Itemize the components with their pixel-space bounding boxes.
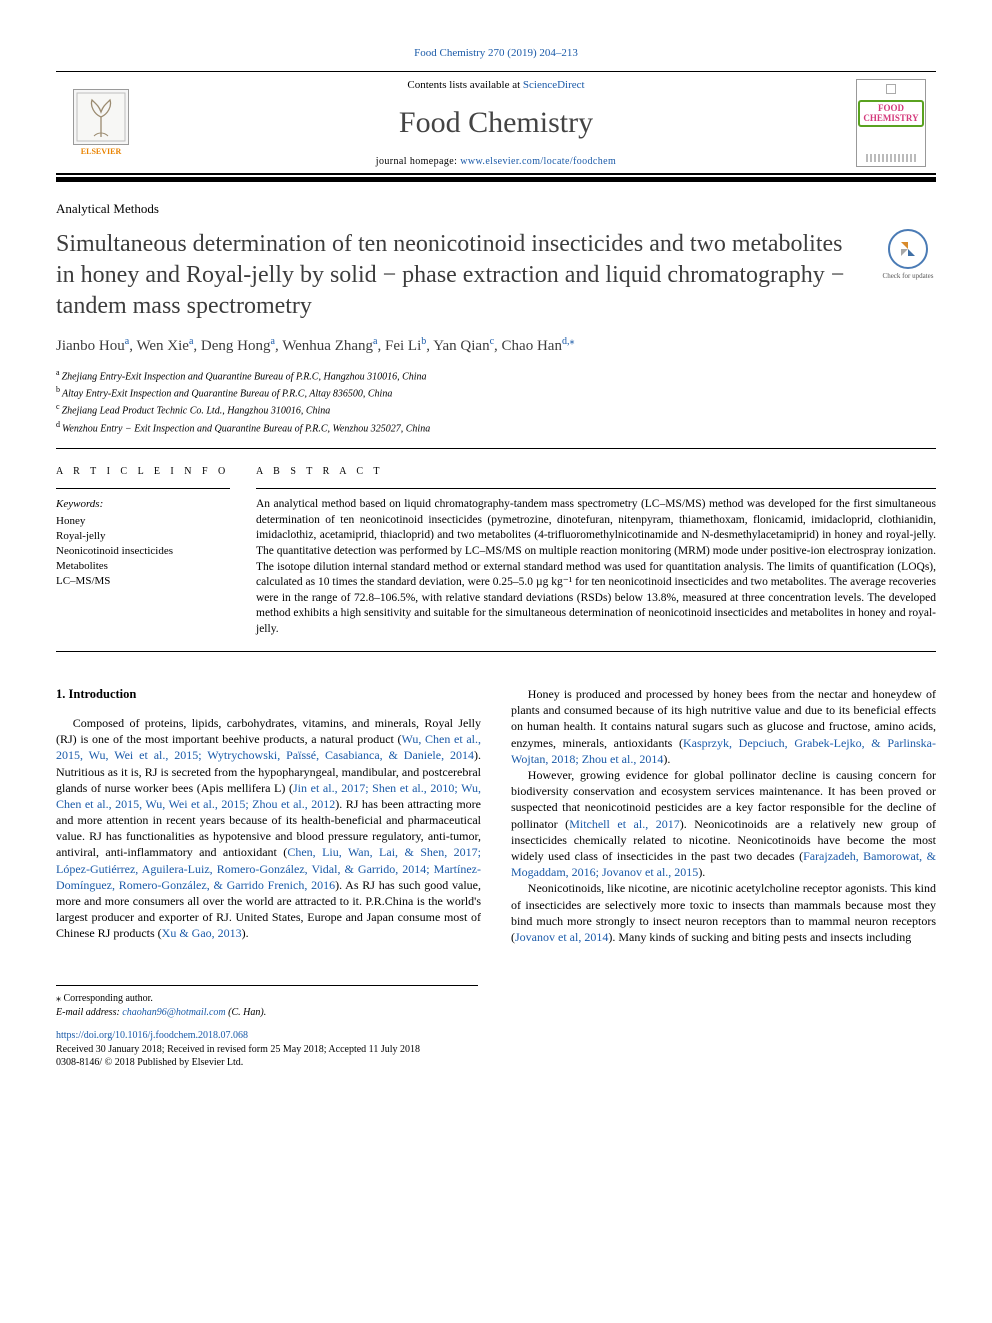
copyright-line: 0308-8146/ © 2018 Published by Elsevier … xyxy=(56,1056,936,1070)
running-head: Food Chemistry 270 (2019) 204–213 xyxy=(56,46,936,61)
affil-c: Zhejiang Lead Product Technic Co. Ltd., … xyxy=(62,406,331,417)
journal-name: Food Chemistry xyxy=(146,103,846,144)
p4b: ). Many kinds of sucking and biting pest… xyxy=(608,930,911,944)
author-4-aff[interactable]: a xyxy=(373,336,377,347)
check-updates-badge[interactable]: Check for updates xyxy=(880,229,936,281)
cover-title-badge: FOOD CHEMISTRY xyxy=(858,100,923,127)
author-3-aff[interactable]: a xyxy=(271,336,275,347)
email-label: E-mail address: xyxy=(56,1007,122,1018)
intro-heading: 1. Introduction xyxy=(56,686,481,703)
elsevier-wordmark: ELSEVIER xyxy=(81,147,121,158)
info-rule xyxy=(56,488,230,489)
body-col-left: 1. Introduction Composed of proteins, li… xyxy=(56,686,481,945)
abstract-rule xyxy=(256,488,936,489)
author-6: Yan Qian xyxy=(433,338,489,354)
p2b: ). xyxy=(663,752,670,766)
author-3: Deng Hong xyxy=(201,338,271,354)
author-1: Jianbo Hou xyxy=(56,338,125,354)
article-info-heading: A R T I C L E I N F O xyxy=(56,465,230,479)
author-2: Wen Xie xyxy=(136,338,189,354)
masthead-rule xyxy=(56,177,936,182)
affil-b: Altay Entry-Exit Inspection and Quaranti… xyxy=(62,388,392,399)
updates-icon xyxy=(888,229,928,269)
affil-d: Wenzhou Entry − Exit Inspection and Quar… xyxy=(62,423,430,434)
homepage-link[interactable]: www.elsevier.com/locate/foodchem xyxy=(460,156,616,167)
p1e: ). xyxy=(242,926,249,940)
p3c: ). xyxy=(698,865,705,879)
sciencedirect-link[interactable]: ScienceDirect xyxy=(523,79,585,91)
author-5-aff[interactable]: b xyxy=(421,336,426,347)
cover-footer-stripes xyxy=(866,154,916,162)
publisher-logo-area: ELSEVIER xyxy=(56,89,146,158)
footnotes: ⁎ Corresponding author. E-mail address: … xyxy=(56,985,478,1019)
cite-p1-4[interactable]: Xu & Gao, 2013 xyxy=(162,926,242,940)
author-1-aff[interactable]: a xyxy=(125,336,129,347)
corresponding-email-link[interactable]: chaohan96@hotmail.com xyxy=(122,1007,225,1018)
journal-cover-thumb: FOOD CHEMISTRY xyxy=(856,79,926,167)
article-title: Simultaneous determination of ten neonic… xyxy=(56,229,862,321)
corresponding-author-note: ⁎ Corresponding author. xyxy=(56,992,478,1006)
author-list: Jianbo Houa, Wen Xiea, Deng Honga, Wenhu… xyxy=(56,335,936,356)
intro-para-4: Neonicotinoids, like nicotine, are nicot… xyxy=(511,880,936,945)
doi-link[interactable]: https://doi.org/10.1016/j.foodchem.2018.… xyxy=(56,1030,248,1041)
article-section-label: Analytical Methods xyxy=(56,200,936,218)
article-dates: Received 30 January 2018; Received in re… xyxy=(56,1043,936,1057)
intro-para-2: Honey is produced and processed by honey… xyxy=(511,686,936,767)
abstract-heading: A B S T R A C T xyxy=(256,465,936,479)
email-suffix: (C. Han). xyxy=(226,1007,267,1018)
body-col-right: Honey is produced and processed by honey… xyxy=(511,686,936,945)
author-4: Wenhua Zhang xyxy=(282,338,373,354)
affiliations: aZhejiang Entry-Exit Inspection and Quar… xyxy=(56,367,936,436)
keywords-label: Keywords: xyxy=(56,497,230,512)
author-7: Chao Han xyxy=(502,338,562,354)
keywords-list: Honey Royal-jelly Neonicotinoid insectic… xyxy=(56,514,230,588)
elsevier-tree-icon xyxy=(73,89,129,145)
affil-a: Zhejiang Entry-Exit Inspection and Quara… xyxy=(62,371,427,382)
intro-para-1: Composed of proteins, lipids, carbohydra… xyxy=(56,715,481,942)
cover-badge-line2: CHEMISTRY xyxy=(863,113,918,123)
author-5: Fei Li xyxy=(385,338,421,354)
cite-p4-1[interactable]: Jovanov et al, 2014 xyxy=(515,930,608,944)
contents-prefix: Contents lists available at xyxy=(407,79,522,91)
masthead: ELSEVIER Contents lists available at Sci… xyxy=(56,71,936,175)
intro-para-3: However, growing evidence for global pol… xyxy=(511,767,936,880)
updates-label: Check for updates xyxy=(880,272,936,281)
homepage-prefix: journal homepage: xyxy=(376,156,460,167)
body-columns: 1. Introduction Composed of proteins, li… xyxy=(56,686,936,945)
abstract-text: An analytical method based on liquid chr… xyxy=(256,497,936,637)
author-2-aff[interactable]: a xyxy=(189,336,193,347)
author-6-aff[interactable]: c xyxy=(490,336,494,347)
author-7-corr[interactable]: ⁎ xyxy=(569,336,574,347)
contents-line: Contents lists available at ScienceDirec… xyxy=(146,78,846,93)
rule-below-abstract xyxy=(56,651,936,652)
rule-above-abstract xyxy=(56,448,936,449)
cover-mini-icon xyxy=(886,84,896,94)
running-head-link[interactable]: Food Chemistry 270 (2019) 204–213 xyxy=(414,47,578,59)
homepage-line: journal homepage: www.elsevier.com/locat… xyxy=(146,155,846,169)
cite-p3-1[interactable]: Mitchell et al., 2017 xyxy=(569,817,680,831)
